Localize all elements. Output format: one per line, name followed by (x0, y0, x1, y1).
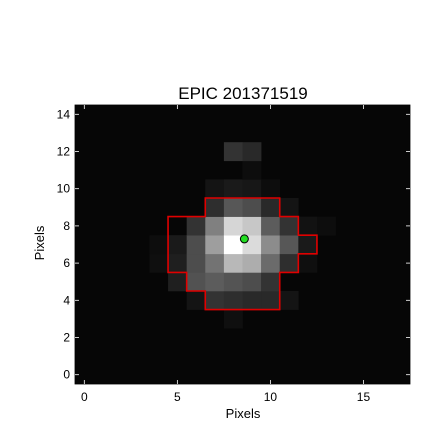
heatmap-pixel (298, 253, 318, 273)
x-axis-ticks: 0 5 10 15 (81, 105, 371, 404)
heatmap-pixel (279, 216, 299, 236)
heatmap-pixel (186, 253, 206, 273)
x-tick-label: 0 (81, 390, 88, 404)
x-tick-label: 5 (174, 390, 181, 404)
heatmap-pixel (242, 142, 262, 162)
heatmap-pixel (261, 272, 281, 292)
heatmap-pixel (261, 253, 281, 273)
y-tick-label: 10 (57, 182, 71, 196)
y-tick-label: 2 (63, 331, 70, 345)
x-tick-label: 10 (264, 390, 278, 404)
heatmap-pixel (223, 216, 243, 236)
heatmap-pixel (242, 291, 262, 310)
heatmap-pixel (242, 179, 262, 199)
heatmap-pixel (261, 216, 281, 236)
heatmap-pixel (242, 160, 262, 180)
heatmap-pixel (205, 179, 225, 199)
heatmap-pixel (261, 179, 281, 199)
x-axis-label: Pixels (226, 406, 261, 421)
aperture-boundary (167, 197, 318, 311)
heatmap-pixel (242, 253, 262, 273)
heatmap-pixel (186, 291, 206, 310)
y-tick-label: 8 (63, 219, 70, 233)
heatmap-pixel (261, 235, 281, 255)
y-tick-label: 12 (57, 145, 71, 159)
heatmap-pixel (168, 235, 187, 255)
heatmap-pixel (242, 216, 262, 236)
heatmap-pixel (223, 291, 243, 310)
aperture-outline (167, 197, 318, 311)
y-axis-ticks: 0 2 4 6 8 10 12 14 (57, 107, 410, 382)
heatmap-pixel (205, 253, 225, 273)
plot-frame (74, 104, 411, 385)
heatmap-pixel (223, 235, 243, 255)
y-axis-label: Pixels (32, 225, 47, 260)
y-tick-label: 14 (57, 107, 71, 121)
heatmap-pixel (279, 235, 299, 255)
centroid-marker-group (239, 234, 249, 244)
heatmap-pixel (223, 142, 243, 162)
heatmap-pixel (261, 198, 281, 217)
heatmap-pixel (223, 309, 243, 329)
x-tick-label: 15 (357, 390, 371, 404)
heatmap-pixel (186, 272, 206, 292)
heatmap-pixel (149, 253, 169, 273)
heatmap-pixel (168, 272, 187, 292)
centroid-marker (239, 234, 249, 244)
heatmap-pixel (261, 291, 281, 310)
heatmap-pixel (205, 235, 225, 255)
y-tick-label: 6 (63, 256, 70, 270)
heatmap-pixel (279, 253, 299, 273)
heatmap-pixel (279, 291, 299, 310)
pixel-grid (75, 105, 410, 384)
heatmap-pixel (186, 216, 206, 236)
heatmap-pixel (205, 272, 225, 292)
heatmap-pixel (316, 216, 336, 236)
heatmap-pixel (205, 216, 225, 236)
heatmap-pixel (205, 291, 225, 310)
heatmap-pixel (205, 198, 225, 217)
y-tick-label: 0 (63, 368, 70, 382)
heatmap-pixel (168, 253, 187, 273)
y-tick-label: 4 (63, 293, 70, 307)
heatmap-pixel (242, 272, 262, 292)
heatmap-pixel (298, 235, 318, 255)
heatmap-pixel (279, 198, 299, 217)
heatmap-pixel (223, 198, 243, 217)
heatmap-pixel (242, 198, 262, 217)
chart-title: EPIC 201371519 (178, 84, 308, 103)
heatmap-pixel (223, 272, 243, 292)
heatmap-pixel (186, 235, 206, 255)
heatmap-pixel (223, 179, 243, 199)
heatmap-pixel (223, 253, 243, 273)
heatmap-pixel (298, 216, 318, 236)
heatmap-pixel (149, 235, 169, 255)
